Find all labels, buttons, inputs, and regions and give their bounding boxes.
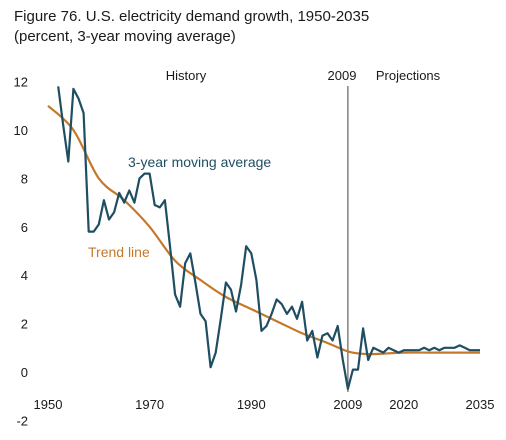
- moving-average-points: [57, 85, 481, 390]
- y-tick-label: 6: [21, 220, 28, 235]
- x-tick-label: 2035: [466, 397, 495, 412]
- y-tick-label: 4: [21, 268, 28, 283]
- y-tick-label: 8: [21, 171, 28, 186]
- y-axis-ticks: -2 0 2 4 6 8 10 12: [14, 75, 28, 429]
- x-tick-label: 2009: [333, 397, 362, 412]
- projections-label: Projections: [376, 68, 441, 83]
- moving-average-line: [57, 86, 480, 390]
- moving-average-label: 3-year moving average: [128, 154, 271, 170]
- x-tick-label: 1950: [34, 397, 63, 412]
- y-tick-label: 10: [14, 123, 28, 138]
- y-tick-label: 2: [21, 317, 28, 332]
- trend-line: [47, 104, 480, 356]
- history-label: History: [166, 68, 207, 83]
- chart-subtitle: (percent, 3-year moving average): [14, 28, 236, 45]
- x-axis-ticks: 1950 1970 1990 2009 2020 2035: [34, 397, 495, 412]
- x-tick-label: 1990: [237, 397, 266, 412]
- y-tick-label: -2: [16, 413, 28, 428]
- x-tick-label: 1970: [135, 397, 164, 412]
- y-tick-label: 0: [21, 365, 28, 380]
- divider-year-label: 2009: [328, 68, 357, 83]
- y-tick-label: 12: [14, 75, 28, 90]
- x-tick-label: 2020: [389, 397, 418, 412]
- trend-line-label: Trend line: [88, 244, 150, 260]
- chart-title: Figure 76. U.S. electricity demand growt…: [14, 8, 370, 25]
- trend-points: [47, 105, 481, 355]
